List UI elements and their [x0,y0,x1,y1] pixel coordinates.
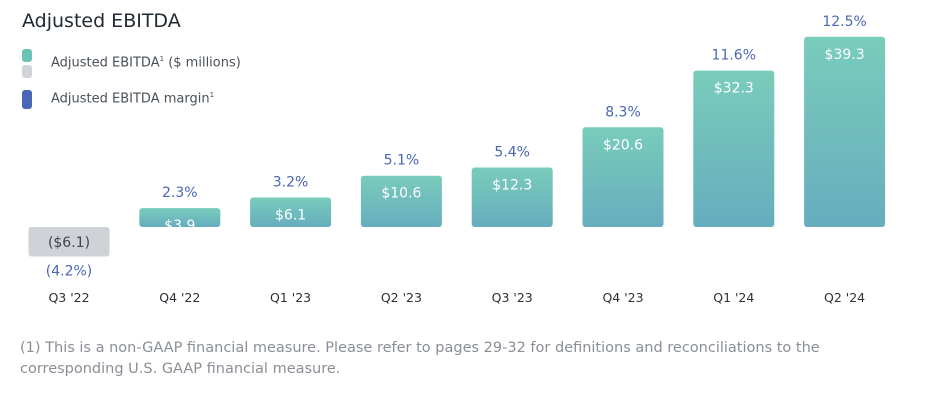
legend-swatch-positive [22,48,32,62]
bar-3 [360,175,442,227]
bar-value-label-6: $32.3 [714,81,754,97]
category-label-4: Q3 '23 [492,290,533,305]
bar-value-label-0: ($6.1) [48,235,90,251]
category-label-1: Q4 '22 [159,290,200,305]
bar-4 [471,167,553,227]
bar-1 [139,208,221,227]
margin-label-3: 5.1% [384,153,420,169]
legend-item-margin: Adjusted EBITDA margin1 [22,86,241,112]
margin-label-7: 12.5% [822,14,866,30]
category-label-5: Q4 '23 [602,290,643,305]
margin-label-1: 2.3% [162,185,198,201]
chart-title: Adjusted EBITDA [22,10,181,32]
bar-2 [250,197,332,227]
bar-5 [582,127,664,227]
legend-swatch-ebitda [22,48,32,78]
category-label-3: Q2 '23 [381,290,422,305]
category-label-2: Q1 '23 [270,290,311,305]
legend-swatch-margin-color [22,89,32,109]
footnote: (1) This is a non-GAAP financial measure… [20,340,820,377]
category-label-7: Q2 '24 [824,290,865,305]
bar-6 [693,70,775,227]
margin-label-2: 3.2% [273,174,309,190]
bars-layer: ($6.1) (4.2%) Q3 '22 $3.9 2.3% Q4 '22 $6.1 3.2%… [28,14,886,305]
legend-swatch-margin [22,89,32,109]
bar-value-label-2: $6.1 [275,207,306,223]
bar-0 [28,227,110,257]
bar-value-label-7: $39.3 [825,47,865,63]
margin-label-4: 5.4% [494,144,530,160]
category-label-6: Q1 '24 [713,290,754,305]
legend-label-margin: Adjusted EBITDA margin1 [51,91,215,107]
category-label-0: Q3 '22 [48,290,89,305]
legend-item-ebitda: Adjusted EBITDA1 ($ millions) [22,48,241,78]
chart-legend: Adjusted EBITDA1 ($ millions) Adjusted E… [22,48,241,112]
bar-value-label-3: $10.6 [381,186,421,202]
bar-value-label-1: $3.9 [164,218,195,234]
bar-value-label-4: $12.3 [492,177,532,193]
legend-label-ebitda: Adjusted EBITDA1 ($ millions) [51,55,241,71]
bar-chart: ($6.1) (4.2%) Q3 '22 $3.9 2.3% Q4 '22 $6.1 3.2%… [28,14,886,305]
legend-swatch-negative [22,64,32,78]
bar-value-label-5: $20.6 [603,137,643,153]
margin-label-5: 8.3% [605,104,641,120]
margin-label-6: 11.6% [712,48,756,64]
bar-7 [804,36,886,228]
margin-label-0: (4.2%) [46,264,93,280]
